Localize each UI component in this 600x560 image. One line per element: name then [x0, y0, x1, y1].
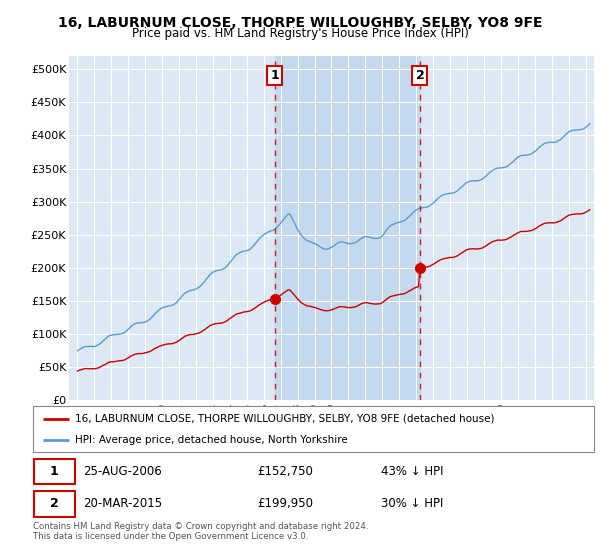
Text: 2: 2 — [416, 69, 424, 82]
Text: 1: 1 — [271, 69, 279, 82]
Text: 20-MAR-2015: 20-MAR-2015 — [83, 497, 163, 510]
Text: 16, LABURNUM CLOSE, THORPE WILLOUGHBY, SELBY, YO8 9FE: 16, LABURNUM CLOSE, THORPE WILLOUGHBY, S… — [58, 16, 542, 30]
Text: 1: 1 — [50, 465, 59, 478]
Bar — [275, 56, 420, 400]
Text: 2: 2 — [50, 497, 59, 510]
FancyBboxPatch shape — [34, 459, 74, 484]
Text: Price paid vs. HM Land Registry's House Price Index (HPI): Price paid vs. HM Land Registry's House … — [131, 27, 469, 40]
FancyBboxPatch shape — [34, 491, 74, 516]
Text: £152,750: £152,750 — [257, 465, 313, 478]
Text: Contains HM Land Registry data © Crown copyright and database right 2024.
This d: Contains HM Land Registry data © Crown c… — [33, 522, 368, 542]
Text: 30% ↓ HPI: 30% ↓ HPI — [381, 497, 443, 510]
Text: 43% ↓ HPI: 43% ↓ HPI — [381, 465, 443, 478]
Text: 16, LABURNUM CLOSE, THORPE WILLOUGHBY, SELBY, YO8 9FE (detached house): 16, LABURNUM CLOSE, THORPE WILLOUGHBY, S… — [75, 413, 494, 423]
Text: 25-AUG-2006: 25-AUG-2006 — [83, 465, 162, 478]
Text: £199,950: £199,950 — [257, 497, 313, 510]
Text: HPI: Average price, detached house, North Yorkshire: HPI: Average price, detached house, Nort… — [75, 435, 348, 445]
